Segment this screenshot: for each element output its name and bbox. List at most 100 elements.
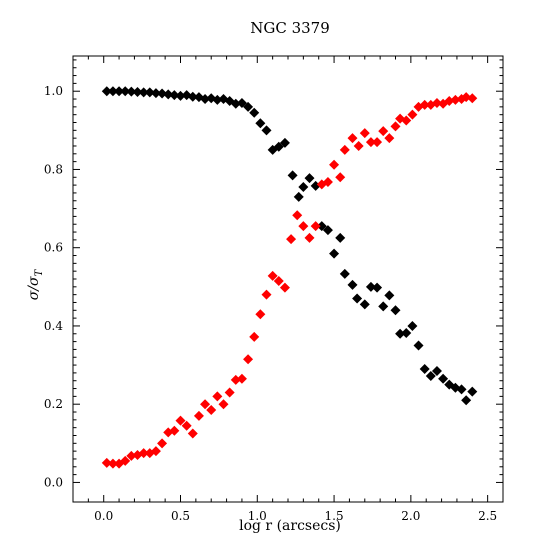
black-diamond-point	[287, 170, 298, 181]
black-diamond-point	[187, 91, 198, 102]
black-diamond-point	[138, 87, 149, 98]
black-diamond-point	[316, 221, 327, 232]
red-diamond-point	[378, 126, 389, 137]
x-tick-label: 0.0	[94, 509, 113, 523]
y-tick-label: 0.6	[44, 241, 63, 255]
red-diamond-point	[450, 94, 461, 105]
black-diamond-point	[322, 225, 333, 236]
black-diamond-point	[339, 268, 350, 279]
x-axis-label: log r (arcsecs)	[239, 518, 341, 534]
red-diamond-point	[347, 133, 358, 144]
red-diamond-point	[467, 93, 478, 104]
black-diamond-point	[163, 89, 174, 100]
red-diamond-point	[187, 428, 198, 439]
red-diamond-point	[310, 221, 321, 232]
red-diamond-point	[175, 415, 186, 426]
axis-ticks: 0.0 0.5 1.0 1.5 2.0 2.5 0.0 0.2 0.4 0.6 0.8 1.0	[44, 56, 503, 523]
red-diamond-point	[304, 232, 315, 243]
y-tick-label: 1.0	[44, 84, 63, 98]
red-diamond-point	[200, 399, 211, 410]
black-diamond-point	[407, 320, 418, 331]
black-diamond-point	[431, 365, 442, 376]
black-diamond-point	[304, 173, 315, 184]
red-diamond-point	[267, 270, 278, 281]
red-diamond-point	[384, 133, 395, 144]
black-diamond-point	[419, 363, 430, 374]
red-diamond-point	[212, 391, 223, 402]
red-diamond-point	[243, 354, 254, 365]
black-diamond-point	[200, 94, 211, 105]
red-diamond-point	[390, 121, 401, 132]
red-diamond-point	[126, 450, 137, 461]
black-diamond-point	[120, 86, 131, 97]
red-diamond-point	[224, 387, 235, 398]
red-diamond-point	[431, 97, 442, 108]
red-diamond-point	[255, 309, 266, 320]
black-diamond-point	[293, 191, 304, 202]
x-tick-label: 2.0	[401, 509, 420, 523]
black-diamond-point	[298, 182, 309, 193]
black-diamond-point	[144, 87, 155, 98]
black-diamond-point	[335, 232, 346, 243]
red-diamond-point	[322, 176, 333, 187]
red-diamond-point	[365, 137, 376, 148]
black-diamond-point	[236, 97, 247, 108]
red-diamond-point	[353, 140, 364, 151]
black-diamond-point	[255, 118, 266, 129]
black-diamond-point	[461, 395, 472, 406]
black-diamond-point	[347, 279, 358, 290]
y-axis-label-sigma: σ/σ	[26, 276, 42, 300]
red-diamond-point	[218, 399, 229, 410]
black-diamond-point	[352, 293, 363, 304]
red-diamond-point	[359, 128, 370, 139]
red-diamond-point	[249, 331, 260, 342]
black-diamond-point	[395, 328, 406, 339]
plot-frame	[72, 55, 504, 503]
black-diamond-point	[175, 90, 186, 101]
red-diamond-point	[150, 446, 161, 457]
black-diamond-point	[329, 248, 340, 259]
black-diamond-point	[126, 86, 137, 97]
red-diamond-point	[193, 410, 204, 421]
black-diamond-point	[456, 384, 467, 395]
red-diamond-point	[329, 159, 340, 170]
red-diamond-point	[372, 137, 383, 148]
black-diamond-point	[261, 125, 272, 136]
black-diamond-point	[169, 90, 180, 101]
red-diamond-point	[181, 420, 192, 431]
y-axis-label: σ/σT	[26, 268, 45, 300]
black-diamond-point	[401, 327, 412, 338]
red-diamond-point	[335, 172, 346, 183]
y-tick-label: 0.8	[44, 162, 63, 176]
black-diamond-point	[279, 137, 290, 148]
black-diamond-point	[413, 340, 424, 351]
black-diamond-point	[467, 386, 478, 397]
black-diamond-point	[378, 301, 389, 312]
y-axis-label-subscript: T	[34, 268, 45, 276]
y-tick-label: 0.0	[44, 475, 63, 489]
black-diamond-point	[230, 98, 241, 109]
red-diamond-point	[286, 234, 297, 245]
chart-title: NGC 3379	[250, 19, 330, 37]
x-tick-label: 1.0	[248, 509, 267, 523]
black-diamond-point	[438, 373, 449, 384]
y-tick-label: 0.2	[44, 397, 63, 411]
black-diamond-point	[425, 371, 436, 382]
red-diamond-point	[236, 373, 247, 384]
red-diamond-point	[101, 457, 112, 468]
red-diamond-point	[339, 144, 350, 155]
red-diamond-point	[138, 448, 149, 459]
black-diamond-point	[132, 86, 143, 97]
red-diamond-point	[206, 405, 217, 416]
red-diamond-point	[261, 289, 272, 300]
black-diamond-point	[157, 88, 168, 99]
red-diamond-point	[279, 282, 290, 293]
black-diamond-point	[390, 305, 401, 316]
black-diamond-point	[101, 86, 112, 97]
red-diamond-point	[401, 115, 412, 126]
black-diamond-point	[384, 290, 395, 301]
black-diamond-point	[273, 141, 284, 152]
x-tick-label: 1.5	[325, 509, 344, 523]
black-diamond-point	[107, 86, 118, 97]
